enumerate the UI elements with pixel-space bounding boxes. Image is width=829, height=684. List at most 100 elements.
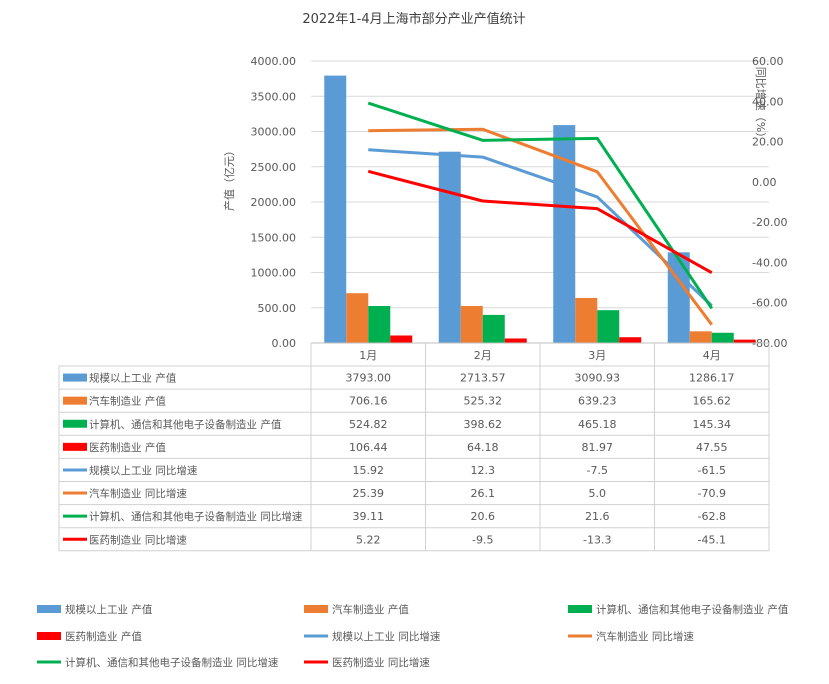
category-label: 2月 (474, 349, 492, 362)
category-label: 4月 (703, 349, 721, 362)
table-cell: 26.1 (471, 487, 496, 500)
table-series-name: 汽车制造业 产值 (89, 395, 166, 408)
bar (438, 151, 461, 343)
bar (368, 306, 391, 343)
table-series-name: 规模以上工业 同比增速 (89, 464, 198, 477)
bar (390, 335, 413, 343)
bar (482, 314, 505, 343)
y-tick-label: 2500.00 (251, 161, 297, 174)
series-line (368, 127, 713, 326)
bar (619, 337, 642, 343)
legend-label: 计算机、通信和其他电子设备制造业 产值 (596, 603, 789, 616)
legend-key (37, 632, 61, 640)
table-cell: -62.8 (698, 510, 726, 523)
table-cell: 3793.00 (346, 372, 392, 385)
table-legend-key (63, 419, 87, 428)
category-label: 1月 (359, 349, 377, 362)
table-cell: 145.34 (693, 418, 732, 431)
table-cell: 706.16 (349, 395, 388, 408)
table-cell: 15.92 (353, 464, 385, 477)
table-legend-key (63, 442, 87, 451)
table-cell: 1286.17 (689, 372, 735, 385)
y2-tick-label: -40.00 (752, 256, 787, 269)
bar (324, 75, 347, 343)
table-cell: 20.6 (471, 510, 496, 523)
y-tick-label: 1500.00 (251, 231, 297, 244)
y2-tick-label: 20.00 (752, 136, 784, 149)
legend-key (304, 605, 328, 613)
table-legend-key (63, 373, 87, 382)
legend-label: 汽车制造业 产值 (332, 603, 409, 616)
table-cell: -7.5 (587, 464, 608, 477)
table-cell: 398.62 (464, 418, 503, 431)
table-cell: 165.62 (693, 395, 732, 408)
legend-label: 计算机、通信和其他电子设备制造业 同比增速 (65, 656, 279, 669)
y2-tick-label: 40.00 (752, 95, 784, 108)
table-legend-key (63, 396, 87, 405)
table-cell: 39.11 (353, 510, 385, 523)
table-cell: 639.23 (578, 395, 617, 408)
table-cell: -45.1 (698, 533, 726, 546)
bar (597, 310, 620, 343)
chart-title: 2022年1-4月上海市部分产业产值统计 (302, 11, 525, 27)
table-cell: 2713.57 (460, 372, 506, 385)
table-cell: 12.3 (471, 464, 496, 477)
y2-tick-label: 0.00 (752, 176, 777, 189)
y-tick-label: 4000.00 (251, 55, 297, 68)
table-cell: 5.22 (356, 533, 381, 546)
table-cell: 64.18 (467, 441, 499, 454)
y-tick-label: 500.00 (258, 302, 297, 315)
bar (504, 338, 527, 343)
lines (367, 101, 713, 326)
table-series-name: 医药制造业 产值 (89, 441, 166, 454)
bar (733, 339, 756, 343)
gridlines (311, 60, 769, 344)
y2-tick-label: -80.00 (752, 337, 787, 350)
table-cell: 25.39 (353, 487, 385, 500)
table-cell: -13.3 (583, 533, 611, 546)
table-series-name: 计算机、通信和其他电子设备制造业 同比增速 (89, 510, 303, 523)
bars (324, 75, 756, 343)
table-series-name: 医药制造业 同比增速 (89, 533, 187, 546)
y-tick-label: 3000.00 (251, 126, 297, 139)
series-line (367, 101, 713, 310)
legend: 规模以上工业 产值 汽车制造业 产值 计算机、通信和其他电子设备制造业 产值医药制造… (37, 603, 789, 669)
legend-label: 规模以上工业 同比增速 (332, 630, 441, 643)
table-cell: 524.82 (349, 418, 388, 431)
table-series-name: 规模以上工业 产值 (89, 372, 177, 385)
legend-label: 规模以上工业 产值 (65, 603, 153, 616)
legend-label: 医药制造业 产值 (65, 630, 142, 643)
y2-axis-label: 同比增速（%） (754, 67, 768, 143)
table-cell: 5.0 (589, 487, 607, 500)
table-series-name: 汽车制造业 同比增速 (89, 487, 187, 500)
bar (346, 293, 369, 343)
legend-label: 汽车制造业 同比增速 (596, 630, 694, 643)
bar (553, 125, 576, 343)
legend-key (37, 605, 61, 613)
series-line (367, 169, 713, 275)
y-tick-label: 0.00 (272, 337, 297, 350)
bar (711, 332, 734, 343)
y-tick-label: 2000.00 (251, 196, 297, 209)
table-cell: -9.5 (472, 533, 493, 546)
bar (460, 305, 483, 343)
bar (689, 331, 712, 343)
y2-tick-label: -20.00 (752, 216, 787, 229)
table-cell: -70.9 (698, 487, 726, 500)
y-tick-label: 3500.00 (251, 90, 297, 103)
category-label: 3月 (588, 349, 606, 362)
table-cell: 47.55 (696, 441, 728, 454)
table-cell: 525.32 (464, 395, 503, 408)
table-cell: 81.97 (582, 441, 614, 454)
legend-key (568, 605, 592, 613)
table-cell: 106.44 (349, 441, 388, 454)
table-cell: 465.18 (578, 418, 617, 431)
y2-tick-label: -60.00 (752, 297, 787, 310)
table-cell: -61.5 (698, 464, 726, 477)
table-cell: 3090.93 (575, 372, 621, 385)
table-cell: 21.6 (585, 510, 610, 523)
y2-tick-label: 60.00 (752, 55, 784, 68)
